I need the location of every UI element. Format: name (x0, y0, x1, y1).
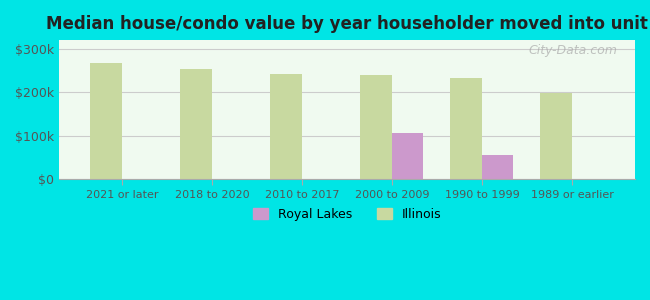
Bar (541, 93, 572, 179)
Bar (450, 78, 482, 179)
Bar (270, 74, 302, 179)
Bar (392, 133, 424, 179)
Title: Median house/condo value by year householder moved into unit: Median house/condo value by year househo… (46, 15, 648, 33)
Bar (181, 69, 212, 179)
Text: City-Data.com: City-Data.com (529, 44, 617, 57)
Bar (361, 74, 392, 179)
Bar (482, 154, 514, 179)
Legend: Royal Lakes, Illinois: Royal Lakes, Illinois (248, 203, 447, 226)
Bar (90, 63, 122, 179)
